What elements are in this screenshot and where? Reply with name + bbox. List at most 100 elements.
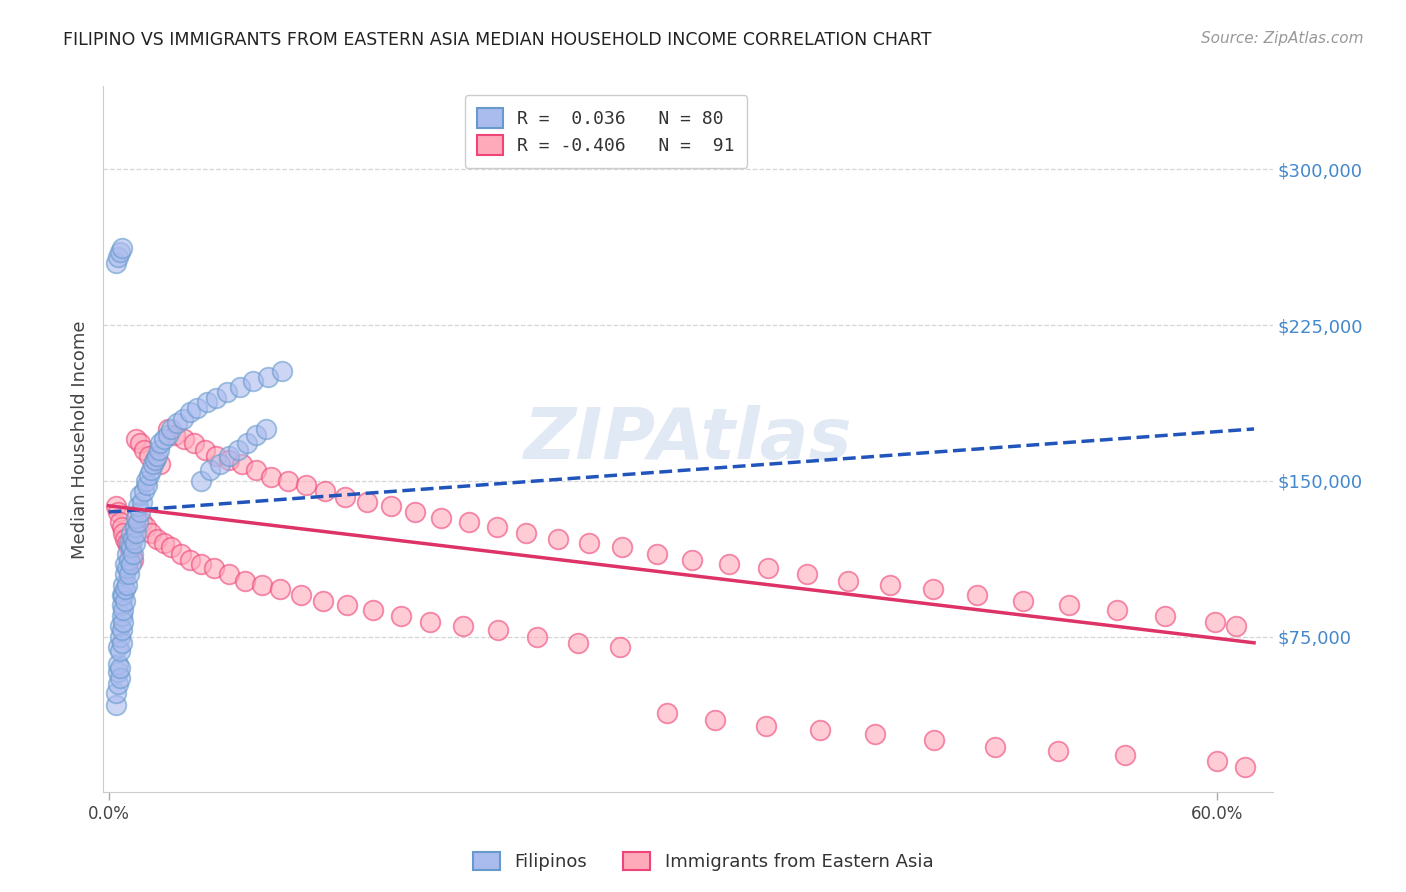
Point [229,380,252,394]
Point [183,436,205,450]
Point [165,428,187,442]
Point [129,505,152,519]
Point [107,505,129,519]
Point [115,536,138,550]
Point [125,525,148,540]
Point [1154,608,1177,623]
Point [110,241,132,255]
Point [131,494,153,508]
Point [681,553,703,567]
Point [107,640,129,654]
Point [125,511,148,525]
Point [1204,615,1226,629]
Point [453,619,475,633]
Point [120,557,142,571]
Point [136,478,159,492]
Point [312,594,335,608]
Point [114,582,136,596]
Point [105,698,128,712]
Point [129,436,152,450]
Point [204,449,226,463]
Point [1114,747,1136,762]
Point [260,469,283,483]
Y-axis label: Median Household Income: Median Household Income [72,320,89,558]
Point [135,474,157,488]
Point [114,532,136,546]
Point [547,532,569,546]
Point [655,706,678,721]
Point [361,602,384,616]
Point [112,602,135,616]
Point [112,615,135,629]
Point [202,561,225,575]
Point [120,541,142,555]
Point [108,661,131,675]
Point [112,577,135,591]
Point [108,245,131,260]
Point [215,384,238,399]
Point [756,561,779,575]
Point [1012,594,1035,608]
Point [250,577,273,591]
Point [236,436,259,450]
Point [141,525,163,540]
Point [1047,744,1070,758]
Point [110,519,132,533]
Point [143,453,166,467]
Point [879,577,901,591]
Point [108,671,131,685]
Point [173,433,195,447]
Point [156,422,179,436]
Point [108,619,131,633]
Point [114,567,136,582]
Point [567,636,589,650]
Point [190,557,212,571]
Point [526,630,548,644]
Point [105,685,128,699]
Point [121,553,143,567]
Point [226,442,249,457]
Point [485,519,508,533]
Point [132,442,155,457]
Point [314,484,336,499]
Point [333,491,356,505]
Point [120,547,142,561]
Point [578,536,600,550]
Point [141,463,163,477]
Point [277,474,299,488]
Point [458,516,481,530]
Point [108,630,131,644]
Point [112,525,135,540]
Point [231,457,253,471]
Point [837,574,859,588]
Point [245,428,267,442]
Point [124,536,146,550]
Point [808,723,831,737]
Point [127,499,149,513]
Point [186,401,208,416]
Point [108,644,131,658]
Point [172,411,194,425]
Point [218,453,240,467]
Point [235,574,257,588]
Point [166,416,188,430]
Point [269,582,291,596]
Point [149,436,172,450]
Point [107,677,129,691]
Point [118,553,141,567]
Point [105,256,128,270]
Point [120,525,142,540]
Point [160,541,183,555]
Point [256,370,278,384]
Point [124,519,146,533]
Point [254,422,277,436]
Point [118,536,141,550]
Point [271,364,294,378]
Legend: R =  0.036   N = 80, R = -0.406   N =  91: R = 0.036 N = 80, R = -0.406 N = 91 [465,95,747,168]
Point [107,250,129,264]
Point [204,391,226,405]
Point [921,582,943,596]
Point [865,727,887,741]
Point [115,547,138,561]
Point [1107,602,1129,616]
